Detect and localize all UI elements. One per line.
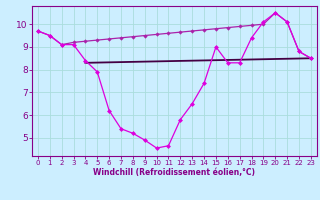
X-axis label: Windchill (Refroidissement éolien,°C): Windchill (Refroidissement éolien,°C) <box>93 168 255 177</box>
